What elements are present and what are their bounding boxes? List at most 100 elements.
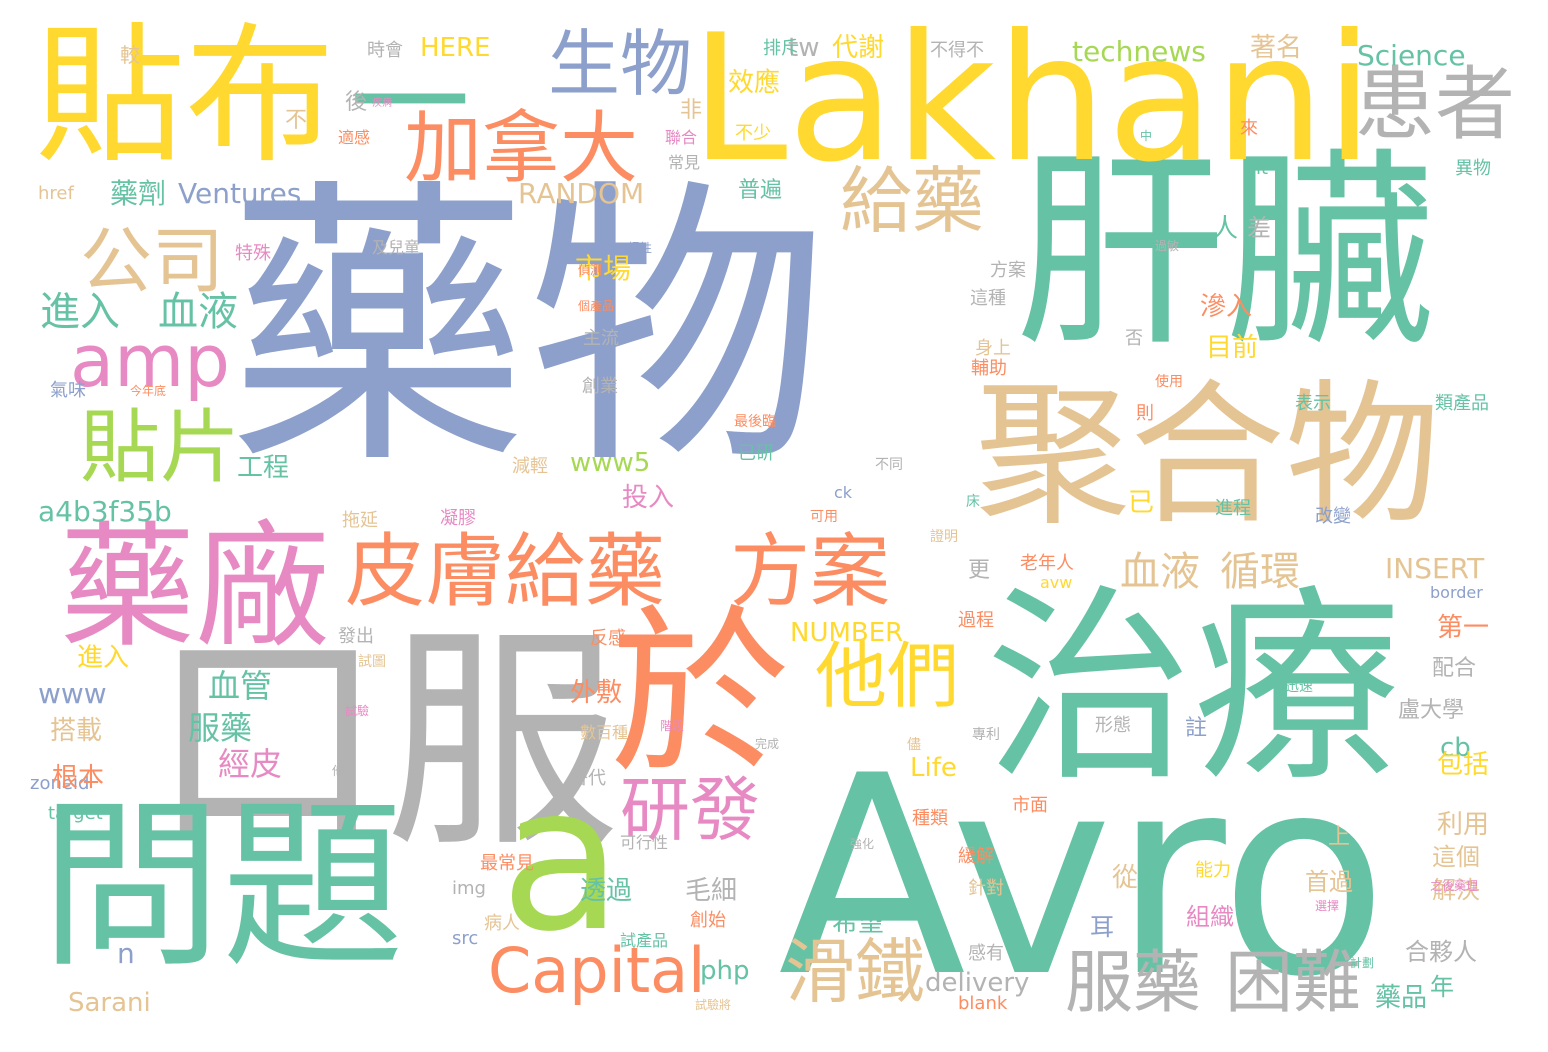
cloud-word: 不得不 <box>930 40 984 61</box>
cloud-word: 過程 <box>958 610 994 631</box>
cloud-word: 目前 <box>1206 333 1259 363</box>
cloud-word: 口服 <box>150 606 620 879</box>
cloud-word: 常見 <box>668 153 701 172</box>
cloud-word: 投入 <box>622 483 675 513</box>
cloud-word: amp <box>70 319 230 403</box>
cloud-word: 效應 <box>728 68 781 98</box>
cloud-word: 減輕 <box>512 456 548 477</box>
cloud-word: 研發 <box>620 769 760 851</box>
cloud-word: 聚合物 <box>975 365 1440 546</box>
cloud-word: 於 <box>610 590 791 799</box>
cloud-word: alt <box>1245 158 1269 179</box>
cloud-word: 個產品 <box>578 299 615 313</box>
cloud-word: 拖延 <box>342 510 378 531</box>
cloud-word: 偵測 <box>578 263 603 277</box>
cloud-word: 加拿大 <box>404 104 639 194</box>
cloud-word: www <box>38 677 107 710</box>
cloud-word: 肝臟 <box>1015 130 1436 375</box>
cloud-word: 使用 <box>1155 374 1183 390</box>
cloud-word: 給藥 <box>840 159 985 243</box>
cloud-word: 循環 <box>1220 549 1300 595</box>
cloud-word: 身上 <box>975 338 1011 359</box>
cloud-word: Lakhani <box>690 0 1374 201</box>
cloud-word: 工程 <box>237 453 290 483</box>
cloud-word: 創業 <box>582 376 618 397</box>
cloud-word: 貼片 <box>80 401 240 494</box>
cloud-word: 盧大學 <box>1398 698 1465 723</box>
cloud-word: 及兒童 <box>372 238 421 257</box>
cloud-word: 老年人 <box>1020 553 1074 574</box>
cloud-word: Sarani <box>68 988 151 1018</box>
cloud-word: 從 <box>1112 863 1139 893</box>
cloud-word: 類產品 <box>1435 393 1489 414</box>
cloud-word: 病人 <box>484 913 520 934</box>
cloud-word: 疾病 <box>372 98 392 109</box>
cloud-word: 他們 <box>815 634 960 718</box>
cloud-word: 透過 <box>580 876 633 906</box>
cloud-word: 根本 <box>52 763 105 793</box>
cloud-word: 慢性 <box>628 241 653 255</box>
cloud-word: 非 <box>680 98 703 123</box>
cloud-word: Capital <box>488 934 706 1007</box>
cloud-word: 種類 <box>912 808 948 829</box>
cloud-word: 耳 <box>1090 913 1114 941</box>
cloud-word: 生物 <box>548 22 693 106</box>
cloud-word: 不 <box>285 108 308 133</box>
cloud-word: 經皮 <box>218 745 283 783</box>
cloud-word: 較 <box>120 43 140 67</box>
cloud-word: 血液 <box>158 289 238 335</box>
cloud-word: 已研 <box>738 443 774 464</box>
cloud-word: 後 <box>345 90 368 115</box>
cloud-word: 不少 <box>735 123 771 144</box>
cloud-word: 這種 <box>970 288 1006 309</box>
cloud-word: 方案 <box>730 525 890 618</box>
cloud-word: 進入 <box>77 643 130 673</box>
cloud-word: 組織 <box>1186 903 1234 931</box>
cloud-word: 服藥 <box>1065 944 1202 1023</box>
cloud-word: 市場 <box>575 252 632 285</box>
cloud-word: 藥物 <box>228 155 828 504</box>
cloud-word: Life <box>910 753 957 783</box>
cloud-word: 緩解 <box>958 846 994 867</box>
cloud-word: a4b3f35b <box>38 495 172 528</box>
cloud-word: 凝膠 <box>440 508 476 529</box>
cloud-word: 已 <box>1128 488 1155 518</box>
cloud-word: 最常見 <box>480 853 534 874</box>
cloud-word: 血管 <box>208 667 273 705</box>
cloud-word: 服藥 <box>188 709 253 747</box>
cloud-word: 反感 <box>590 628 626 649</box>
cloud-word: 數百種 <box>580 723 629 742</box>
cloud-word: 可用 <box>810 509 838 525</box>
cloud-word: HERE <box>420 33 491 63</box>
cloud-word: 患者 <box>1355 58 1515 151</box>
cloud-word: 首過 <box>1305 868 1353 896</box>
cloud-word: 上 <box>1328 825 1351 850</box>
cloud-word: 藥劑 <box>110 177 167 210</box>
cloud-word: 床 <box>966 494 980 510</box>
cloud-word: 試驗將 <box>695 998 732 1012</box>
cloud-word: 外敷 <box>570 678 623 708</box>
cloud-word: 中 <box>1140 129 1153 143</box>
cloud-word: 完成 <box>755 737 780 751</box>
cloud-word: 一 <box>350 35 470 174</box>
cloud-word: 試產品 <box>620 931 669 950</box>
cloud-word: 搭載 <box>50 716 103 746</box>
cloud-word: 排斥 <box>763 38 799 59</box>
cloud-word: 儘 <box>907 737 921 753</box>
cloud-word: 年 <box>1430 973 1454 1001</box>
cloud-word: 異物 <box>1455 158 1491 179</box>
cloud-word: tw <box>788 33 820 63</box>
cloud-word: INSERT <box>1385 552 1485 585</box>
cloud-word: 市面 <box>1012 795 1048 816</box>
cloud-word: 不同 <box>875 457 903 473</box>
cloud-word: technews <box>1072 35 1206 68</box>
cloud-word: 滑鐵 <box>785 931 925 1013</box>
cloud-word: 問題 <box>40 780 404 992</box>
cloud-word: a <box>500 743 623 976</box>
cloud-word: 試圖 <box>358 654 386 670</box>
cloud-word: 過敏 <box>1155 239 1180 253</box>
cloud-word: 來 <box>1240 118 1258 139</box>
cloud-word: 治療 <box>985 568 1401 810</box>
cloud-word: 合夥人 <box>1405 938 1477 966</box>
cloud-word: 可行性 <box>620 833 669 852</box>
